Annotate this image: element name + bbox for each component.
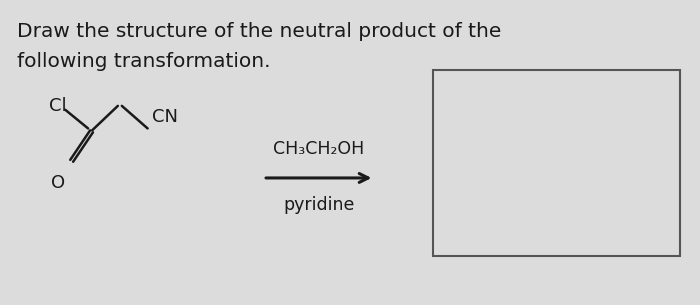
Text: pyridine: pyridine: [283, 196, 354, 213]
Text: Draw the structure of the neutral product of the: Draw the structure of the neutral produc…: [17, 22, 501, 41]
Text: CH₃CH₂OH: CH₃CH₂OH: [273, 140, 365, 158]
Text: Cl: Cl: [48, 97, 66, 115]
Text: CN: CN: [153, 108, 178, 126]
Text: O: O: [51, 174, 65, 192]
Bar: [433, 70, 680, 256]
Text: following transformation.: following transformation.: [17, 52, 270, 71]
